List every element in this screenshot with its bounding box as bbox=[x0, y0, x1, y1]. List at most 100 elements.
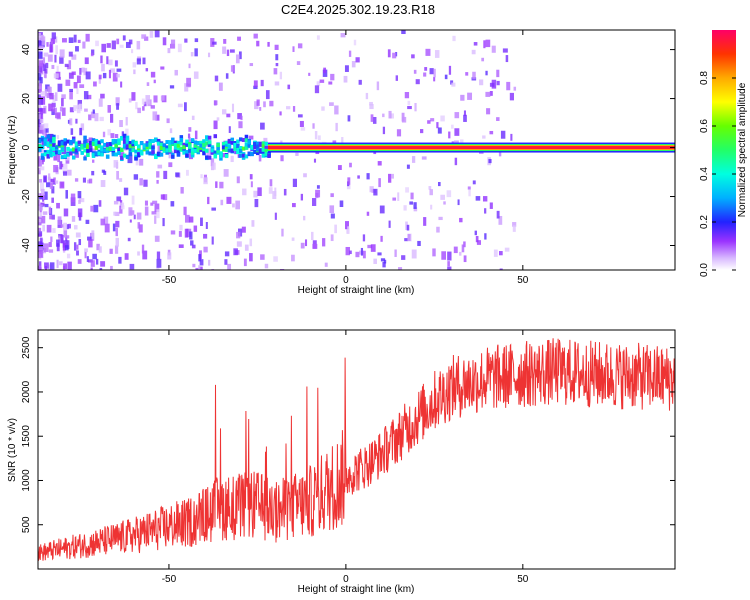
spectrogram-band-cell bbox=[182, 148, 186, 153]
spectrogram-noise-cell bbox=[304, 239, 308, 247]
spectrogram-noise-cell bbox=[127, 154, 133, 164]
spectrogram-noise-cell bbox=[401, 116, 407, 123]
spectrogram-noise-cell bbox=[63, 230, 68, 238]
spectrogram-noise-cell bbox=[339, 200, 344, 208]
spectrogram-noise-cell bbox=[84, 57, 89, 65]
spectrogram-band-cell bbox=[128, 147, 133, 152]
spectrogram-noise-cell bbox=[139, 178, 143, 186]
spectrogram-noise-cell bbox=[314, 131, 318, 140]
spectrogram-noise-cell bbox=[174, 69, 178, 76]
spectrogram-noise-cell bbox=[460, 94, 465, 101]
spectrogram-noise-cell bbox=[358, 79, 362, 85]
spectrogram-band-cell bbox=[46, 149, 50, 154]
spectrogram-noise-cell bbox=[365, 92, 369, 100]
spectrogram-noise-cell bbox=[48, 173, 51, 180]
spectrogram-noise-cell bbox=[256, 99, 260, 106]
spectrogram-noise-cell bbox=[388, 220, 391, 228]
spectrogram-noise-cell bbox=[369, 101, 373, 106]
spectrogram-noise-cell bbox=[56, 202, 60, 209]
spectrogram-x-ticks: -50 0 50 bbox=[162, 30, 529, 286]
spectrogram-noise-cell bbox=[347, 226, 350, 234]
spectrogram-noise-cell bbox=[401, 30, 406, 35]
spectrogram-band-cell bbox=[57, 142, 62, 147]
spectrogram-noise-cell bbox=[413, 207, 418, 212]
spectrogram-band-cell bbox=[88, 143, 93, 148]
spectrogram-noise-cell bbox=[52, 94, 56, 104]
spectrogram-noise-cell bbox=[131, 92, 136, 101]
spectrogram-noise-cell bbox=[485, 91, 491, 97]
spectrogram-noise-cell bbox=[166, 118, 170, 124]
spectrogram-noise-cell bbox=[38, 141, 43, 146]
spectrogram-noise-cell bbox=[62, 38, 67, 43]
spectrogram-noise-cell bbox=[485, 39, 491, 48]
spectrogram-noise-cell bbox=[49, 262, 55, 270]
spectrogram-noise-cell bbox=[406, 224, 410, 231]
spectrogram-noise-cell bbox=[257, 187, 262, 197]
spectrogram-noise-cell bbox=[447, 251, 452, 261]
spectrogram-noise-cell bbox=[76, 75, 81, 84]
spectrogram-noise-cell bbox=[192, 263, 196, 268]
spectrogram-band-cell bbox=[202, 148, 206, 153]
spectrogram-noise-cell bbox=[500, 130, 506, 139]
spectrogram-noise-cell bbox=[52, 103, 55, 112]
spectrogram-noise-cell bbox=[228, 126, 231, 133]
spectrogram-band-cell bbox=[83, 135, 87, 140]
spectrogram-noise-cell bbox=[67, 169, 72, 176]
spectrogram-band-cell bbox=[145, 145, 150, 150]
spectrogram-noise-cell bbox=[114, 245, 119, 254]
spectrogram-noise-cell bbox=[119, 205, 123, 214]
spectrogram-noise-cell bbox=[84, 108, 88, 112]
spectrogram-noise-cell bbox=[324, 262, 328, 267]
spectrogram-noise-cell bbox=[297, 43, 303, 49]
spectrogram-noise-cell bbox=[112, 223, 116, 232]
spectrogram-noise-cell bbox=[38, 40, 42, 48]
spectrogram-noise-cell bbox=[434, 50, 440, 58]
spectrogram-noise-cell bbox=[377, 252, 382, 256]
spectrogram-band-cell bbox=[227, 139, 232, 144]
spectrogram-frame bbox=[37, 29, 676, 271]
spectrogram-noise-cell bbox=[94, 113, 99, 122]
spectrogram-noise-cell bbox=[235, 200, 240, 210]
spectrogram-band-cell bbox=[261, 141, 266, 146]
spectrogram-noise-cell bbox=[102, 131, 106, 138]
spectrogram-noise-cell bbox=[38, 65, 43, 73]
spectrogram-noise-cell bbox=[54, 54, 57, 63]
spectrogram-band-cell bbox=[128, 140, 133, 145]
spectrogram-band-cell bbox=[86, 149, 90, 154]
spectrogram-band-cell bbox=[261, 149, 266, 154]
spectrogram-band-cell bbox=[125, 135, 130, 140]
spectrogram-noise-cell bbox=[141, 98, 145, 105]
spectrogram-noise-cell bbox=[170, 230, 176, 235]
spectrogram-noise-cell bbox=[53, 107, 57, 115]
spectrogram-noise-cell bbox=[226, 49, 230, 57]
spectrogram-noise-cell bbox=[83, 91, 89, 100]
spectrogram-noise-cell bbox=[43, 128, 46, 136]
spectrogram-noise-cell bbox=[64, 63, 69, 68]
spectrogram-band-cell bbox=[52, 136, 56, 141]
spectrogram-noise-cell bbox=[98, 246, 102, 253]
spectrogram-noise-cell bbox=[308, 72, 311, 76]
y-tick-label: -40 bbox=[21, 238, 32, 253]
spectrogram-noise-cell bbox=[183, 206, 187, 216]
spectrogram-band-cell bbox=[244, 145, 249, 150]
spectrogram-noise-cell bbox=[144, 200, 148, 206]
spectrogram-noise-cell bbox=[499, 251, 503, 256]
spectrogram-noise-cell bbox=[291, 254, 295, 262]
spectrogram-band-cell bbox=[54, 150, 59, 155]
spectrogram-band-cell bbox=[91, 141, 96, 146]
spectrogram-noise-cell bbox=[38, 83, 43, 92]
spectrogram-noise-cell bbox=[452, 35, 456, 42]
spectrogram-band-cell bbox=[173, 142, 178, 147]
spectrogram-noise-cell bbox=[49, 215, 53, 220]
spectrogram-noise-cell bbox=[145, 68, 149, 72]
spectrogram-noise-cell bbox=[118, 256, 122, 264]
spectrogram-noise-cell bbox=[99, 116, 104, 122]
spectrogram-noise-cell bbox=[69, 88, 73, 92]
spectrogram-noise-cell bbox=[63, 208, 69, 217]
y-tick-label: 20 bbox=[21, 93, 32, 105]
spectrogram-noise-cell bbox=[119, 44, 124, 48]
spectrogram-noise-cell bbox=[163, 170, 168, 180]
spectrogram-noise-cell bbox=[38, 32, 41, 41]
spectrogram-band-cell bbox=[188, 148, 192, 153]
spectrogram-noise-cell bbox=[144, 206, 149, 216]
